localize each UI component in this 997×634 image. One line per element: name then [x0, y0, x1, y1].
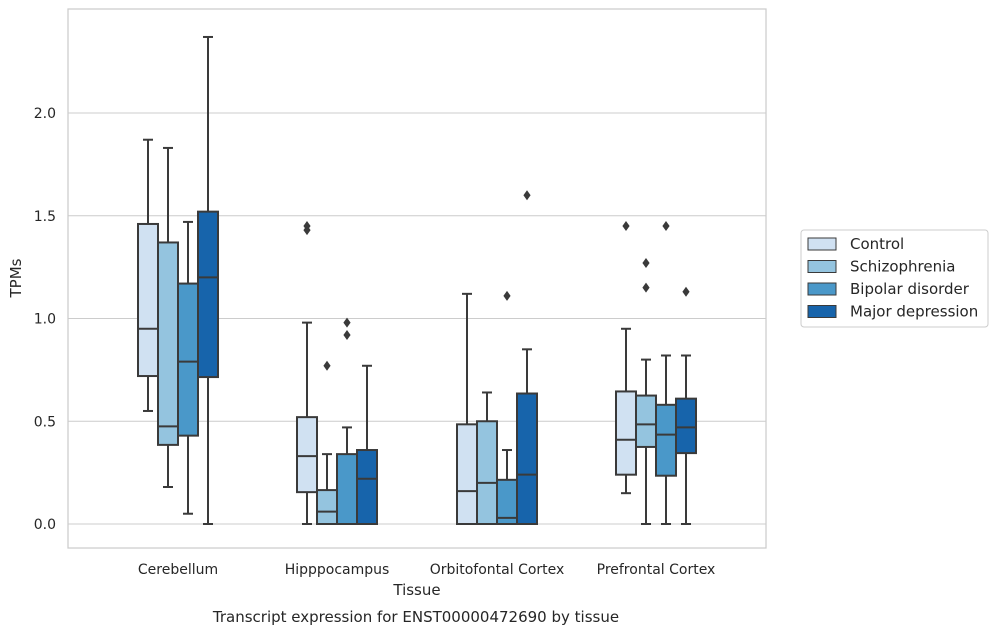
box-schizophrenia [157, 146, 179, 489]
box-major-depression [516, 190, 538, 525]
x-axis-ticks: Cerebellum Hipppocampus Orbitofontal Corte… [138, 562, 715, 578]
legend-swatch [807, 282, 837, 296]
outlier-point [662, 221, 670, 232]
box-body [476, 420, 498, 525]
outlier-point [323, 360, 331, 371]
box-schizophrenia [635, 258, 657, 525]
box-schizophrenia [316, 360, 338, 525]
legend-swatch [807, 237, 837, 251]
box-body [356, 449, 378, 525]
legend-label: Control [850, 235, 904, 253]
box-body [615, 390, 637, 476]
box-body [316, 489, 338, 525]
box-bipolar-disorder [177, 220, 199, 515]
y-tick-label: 0.0 [34, 517, 56, 533]
y-axis-label: TPMs [7, 258, 25, 298]
box-control [615, 221, 637, 495]
outlier-point [503, 290, 511, 301]
outlier-point [642, 282, 650, 293]
outlier-point [303, 221, 311, 232]
box-major-depression [356, 364, 378, 525]
legend-label: Major depression [850, 303, 978, 321]
box-body [197, 210, 219, 379]
outlier-point [622, 221, 630, 232]
outlier-point [642, 258, 650, 269]
legend-swatch [807, 305, 837, 318]
outlier-point [343, 329, 351, 340]
box-major-depression [675, 286, 697, 525]
box-body [296, 416, 318, 494]
box-major-depression [197, 35, 219, 525]
box-bipolar-disorder [496, 290, 518, 526]
box-body [655, 403, 677, 477]
box-body [336, 453, 358, 526]
box-control [137, 138, 159, 412]
y-tick-label: 1.5 [34, 209, 56, 225]
y-tick-label: 2.0 [34, 106, 56, 122]
legend-label: Bipolar disorder [850, 280, 970, 298]
y-tick-label: 1.0 [34, 312, 56, 328]
box-body [137, 222, 159, 378]
plot-frame [67, 8, 767, 549]
box-control [296, 221, 318, 525]
box-body [157, 241, 179, 446]
box-schizophrenia [476, 391, 498, 525]
box-body [516, 392, 538, 525]
x-tick-label: Orbitofontal Cortex [430, 562, 565, 578]
outlier-point [343, 317, 351, 328]
x-tick-label: Prefrontal Cortex [597, 562, 716, 578]
box-series [137, 35, 697, 526]
chart-caption: Transcript expression for ENST0000047269… [212, 608, 619, 626]
box-body [177, 282, 199, 437]
box-body [456, 423, 478, 525]
box-body [675, 397, 697, 455]
x-axis-label: Tissue [392, 581, 440, 599]
y-axis-ticks: 0.0 0.5 1.0 1.5 2.0 [34, 106, 56, 533]
legend-frame [800, 229, 989, 328]
x-tick-label: Hipppocampus [285, 562, 390, 578]
x-tick-label: Cerebellum [138, 562, 218, 578]
y-tick-label: 0.5 [34, 414, 56, 430]
box-body [635, 394, 657, 448]
legend-label: Schizophrenia [850, 258, 955, 276]
legend: Control Schizophrenia Bipolar disorder Majo… [800, 229, 989, 328]
outlier-point [523, 190, 531, 201]
legend-swatch [807, 260, 837, 273]
outlier-point [682, 286, 690, 297]
